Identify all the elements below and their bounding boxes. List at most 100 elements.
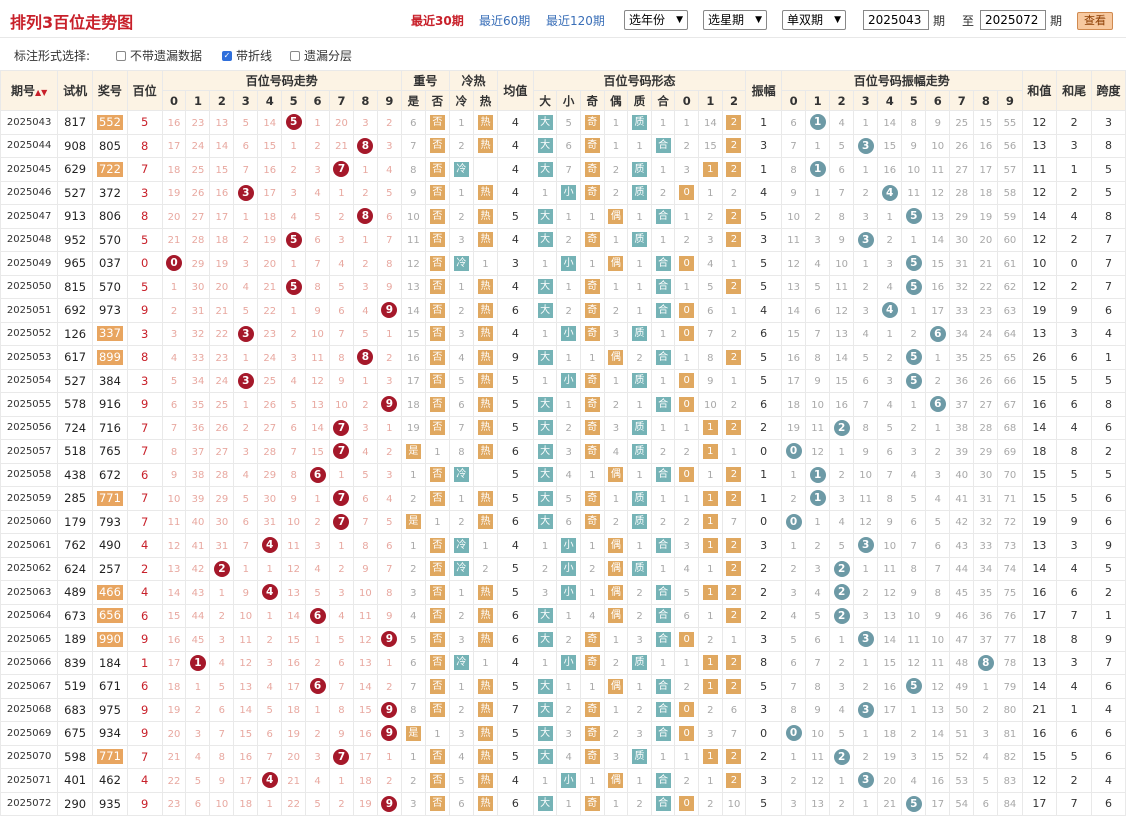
shape-tag: 奇: [584, 443, 600, 459]
repeat-yes-cell: 是: [400, 721, 426, 746]
test-number-cell: 624: [57, 556, 94, 581]
recent-30-link[interactable]: 最近30期: [411, 14, 464, 28]
shape-cell: 15: [698, 133, 723, 158]
miss-value: 1: [242, 211, 249, 223]
miss-value: 1: [314, 634, 321, 646]
miss-value: 30: [263, 493, 277, 505]
shape-cell: 合: [650, 392, 676, 417]
shape-cell: 0: [674, 392, 700, 417]
shape-cell: 大: [532, 274, 558, 299]
period-label-2: 期: [1050, 14, 1063, 28]
shape-cell: 偶: [603, 533, 629, 558]
shape-cell: 大: [532, 791, 558, 816]
query-button[interactable]: 查看: [1077, 12, 1113, 30]
avg-cell: 5: [496, 462, 534, 487]
repeat-no-tag: 否: [429, 302, 445, 318]
amp-ball: 4: [881, 302, 898, 319]
amp-trend-cell: 12: [853, 509, 879, 534]
checkbox-icon[interactable]: [290, 50, 300, 61]
prize-number-cell: 973: [92, 298, 128, 323]
hot-cell: 热: [472, 415, 498, 440]
option-no-miss[interactable]: 不带遗漏数据: [116, 47, 202, 64]
checkbox-checked-icon[interactable]: ✓: [222, 50, 232, 61]
amp-trend-cell: 14: [781, 298, 807, 323]
recent-120-link[interactable]: 最近120期: [546, 14, 605, 28]
recent-60-link[interactable]: 最近60期: [479, 14, 531, 28]
miss-value: 21: [287, 775, 300, 787]
miss-value: 50: [955, 705, 969, 717]
amp-trend-cell: 59: [997, 204, 1023, 229]
miss-value: 13: [287, 587, 300, 599]
shape-cell: 1: [674, 204, 700, 229]
shape-tag: 2: [726, 772, 742, 788]
shape-cell: 3: [674, 157, 700, 182]
trend-cell: 17: [161, 650, 187, 675]
shape-tag: 奇: [584, 749, 600, 765]
sort-icon[interactable]: ▲▼: [34, 88, 48, 97]
shape-cell: 大: [532, 415, 558, 440]
odd-even-select[interactable]: 单双期 ▼: [782, 10, 846, 30]
miss-value: 1: [814, 188, 821, 200]
shape-cell: 小: [556, 321, 581, 346]
miss-value: 12: [931, 188, 945, 200]
miss-value: 1: [565, 211, 572, 223]
miss-value: 27: [955, 164, 969, 176]
col-avg: 均值: [496, 70, 534, 111]
amp-trend-cell: 7: [781, 674, 807, 699]
option-line[interactable]: ✓ 带折线: [222, 47, 272, 64]
miss-value: 22: [215, 329, 229, 341]
shape-cell: 2: [627, 345, 652, 370]
from-issue-input[interactable]: 2025043: [863, 10, 929, 30]
option-layer[interactable]: 遗漏分层: [290, 47, 352, 64]
shape-cell: 3: [556, 439, 581, 464]
miss-value: 41: [955, 493, 969, 505]
amp-trend-cell: 34: [949, 321, 975, 346]
miss-value: 6: [290, 423, 297, 435]
miss-value: 2: [338, 799, 345, 811]
trend-cell: 22: [281, 791, 307, 816]
amp-ball: 4: [881, 184, 898, 201]
amp-trend-cell: 20: [973, 227, 999, 252]
shape-cell: 2: [650, 180, 676, 205]
amp-trend-cell: 5: [829, 721, 855, 746]
amp-trend-cell: 23: [973, 298, 999, 323]
shape-cell: 奇: [579, 227, 605, 252]
miss-value: 17: [263, 188, 277, 200]
miss-value: 28: [215, 470, 229, 482]
trend-cell: 16: [209, 180, 235, 205]
trend-cell: 29: [185, 251, 211, 276]
shape-tag: 小: [561, 561, 577, 577]
year-select[interactable]: 选年份 ▼: [624, 10, 688, 30]
miss-value: 16: [167, 634, 181, 646]
issue-cell: 2025069: [0, 721, 59, 746]
prize-number: 771: [96, 749, 123, 765]
amp-ball: 5: [905, 255, 922, 272]
miss-value: 7: [814, 658, 821, 670]
weekday-select[interactable]: 选星期 ▼: [703, 10, 767, 30]
miss-value: 10: [811, 728, 824, 740]
miss-value: 1: [290, 305, 297, 317]
shape-cell: 奇: [579, 415, 605, 440]
span-cell: 6: [1091, 791, 1126, 816]
amp-trend-cell: 3: [829, 486, 855, 511]
miss-value: 18: [787, 399, 800, 411]
miss-value: 7: [314, 258, 321, 270]
miss-value: 6: [458, 399, 465, 411]
trend-cell: 7: [209, 721, 235, 746]
checkbox-icon[interactable]: [116, 50, 126, 61]
to-issue-input[interactable]: 2025072: [980, 10, 1046, 30]
miss-value: 13: [167, 564, 181, 576]
shape-cell: 大: [532, 627, 558, 652]
repeat-no-cell: 否: [424, 345, 450, 370]
amp-trend-cell: 11: [829, 274, 855, 299]
shape-cell: 质: [627, 556, 652, 581]
trend-cell: 30: [185, 274, 211, 299]
col-issue[interactable]: 期号▲▼: [0, 70, 59, 111]
amp-trend-cell: 67: [997, 392, 1023, 417]
issue-cell: 2025045: [0, 157, 59, 182]
trend-cell: 3: [352, 415, 378, 440]
miss-value: 1: [338, 188, 345, 200]
trend-cell: 11: [305, 345, 331, 370]
shape-cell: 奇: [579, 744, 605, 769]
issue-cell: 2025053: [0, 345, 59, 370]
